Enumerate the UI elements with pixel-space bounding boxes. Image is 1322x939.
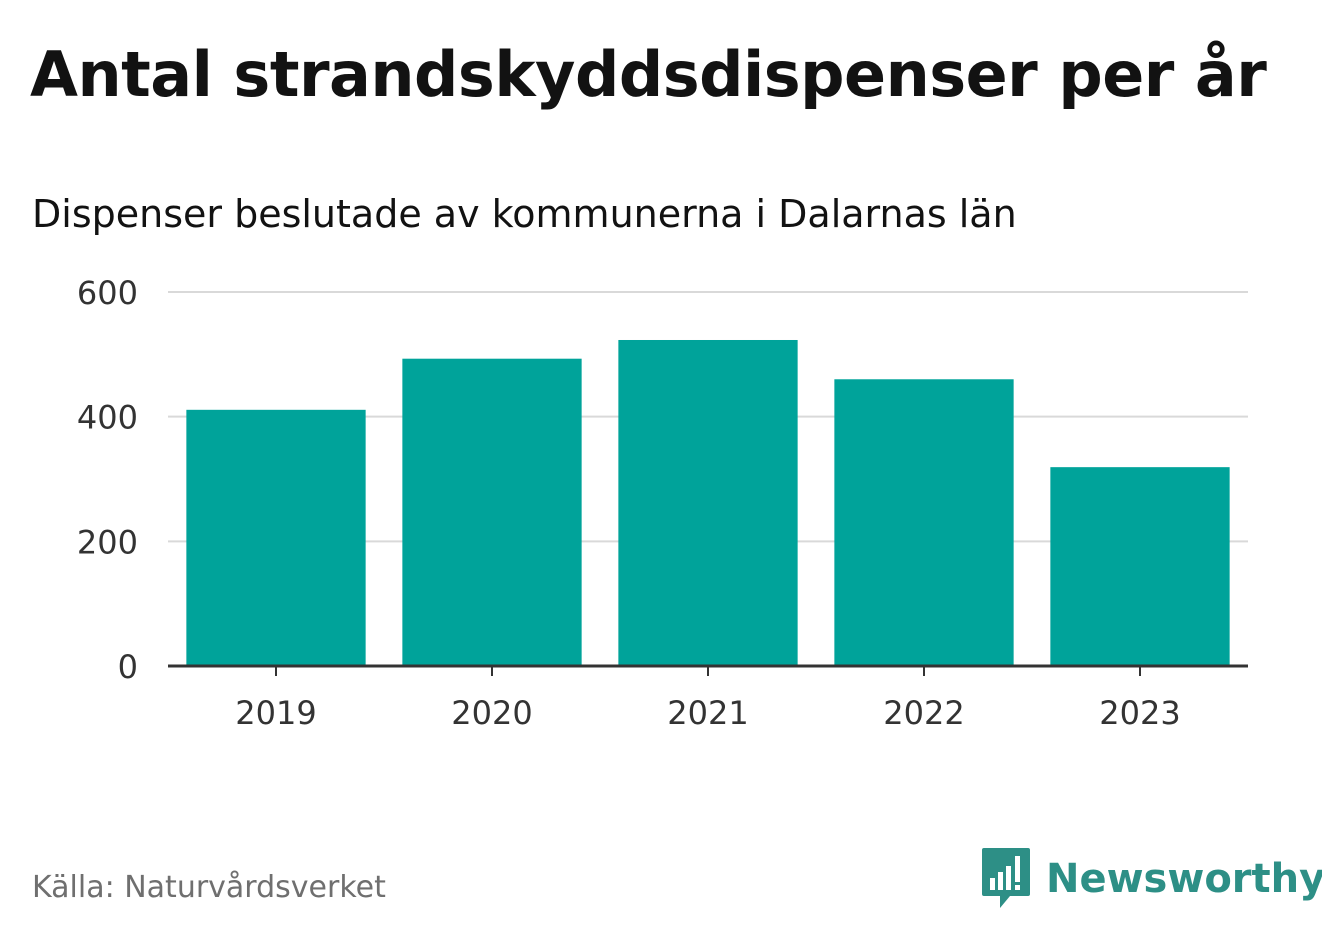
source-note: Källa: Naturvårdsverket xyxy=(32,870,386,905)
y-tick-label: 400 xyxy=(77,399,138,437)
x-tick-label: 2021 xyxy=(667,694,748,732)
x-tick-label: 2019 xyxy=(235,694,316,732)
bar-2021 xyxy=(618,339,798,666)
brand-name: Newsworthy xyxy=(1046,856,1322,902)
bars xyxy=(186,339,1230,666)
chart-subtitle: Dispenser beslutade av kommunerna i Dala… xyxy=(32,192,1017,236)
bar-chart-speech-bubble-icon xyxy=(982,848,1030,908)
bar-chart: 0 200 400 600 2019 2020 2021 2022 2023 xyxy=(77,274,1248,732)
y-tick-label: 200 xyxy=(77,523,138,561)
chart-title: Antal strandskyddsdispenser per år xyxy=(30,38,1267,111)
brand-logo: Newsworthy xyxy=(980,846,1322,912)
bar-2020 xyxy=(402,358,582,666)
x-tick-label: 2020 xyxy=(451,694,532,732)
bar-2022 xyxy=(834,379,1014,666)
tick-labels: 0 200 400 600 2019 2020 2021 2022 2023 xyxy=(77,274,1181,732)
x-axis xyxy=(168,664,1248,676)
y-tick-label: 0 xyxy=(118,648,138,686)
y-tick-label: 600 xyxy=(77,274,138,312)
bar-2023 xyxy=(1050,467,1230,666)
x-tick-label: 2023 xyxy=(1099,694,1180,732)
x-tick-label: 2022 xyxy=(883,694,964,732)
bar-2019 xyxy=(186,409,366,666)
